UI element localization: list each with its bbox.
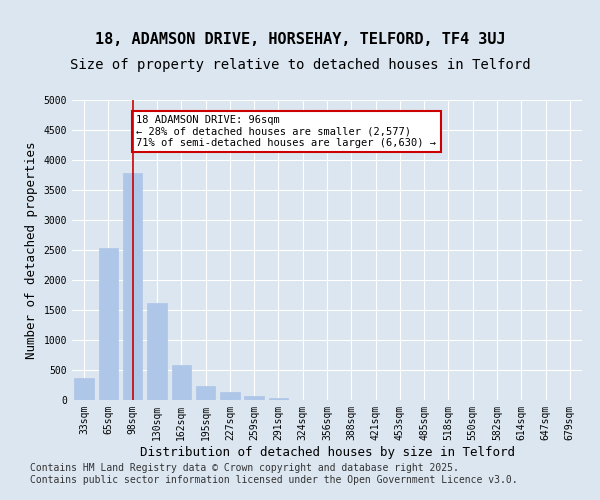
Bar xyxy=(123,173,142,400)
Bar xyxy=(147,303,167,400)
Text: 18, ADAMSON DRIVE, HORSEHAY, TELFORD, TF4 3UJ: 18, ADAMSON DRIVE, HORSEHAY, TELFORD, TF… xyxy=(95,32,505,48)
Bar xyxy=(244,396,264,400)
Y-axis label: Number of detached properties: Number of detached properties xyxy=(25,141,38,359)
Bar xyxy=(196,386,215,400)
Text: 18 ADAMSON DRIVE: 96sqm
← 28% of detached houses are smaller (2,577)
71% of semi: 18 ADAMSON DRIVE: 96sqm ← 28% of detache… xyxy=(136,115,436,148)
Bar xyxy=(74,378,94,400)
Bar xyxy=(172,365,191,400)
Text: Contains HM Land Registry data © Crown copyright and database right 2025.
Contai: Contains HM Land Registry data © Crown c… xyxy=(30,464,518,485)
Bar xyxy=(269,398,288,400)
X-axis label: Distribution of detached houses by size in Telford: Distribution of detached houses by size … xyxy=(139,446,515,458)
Bar xyxy=(99,248,118,400)
Text: Size of property relative to detached houses in Telford: Size of property relative to detached ho… xyxy=(70,58,530,71)
Bar xyxy=(220,392,239,400)
